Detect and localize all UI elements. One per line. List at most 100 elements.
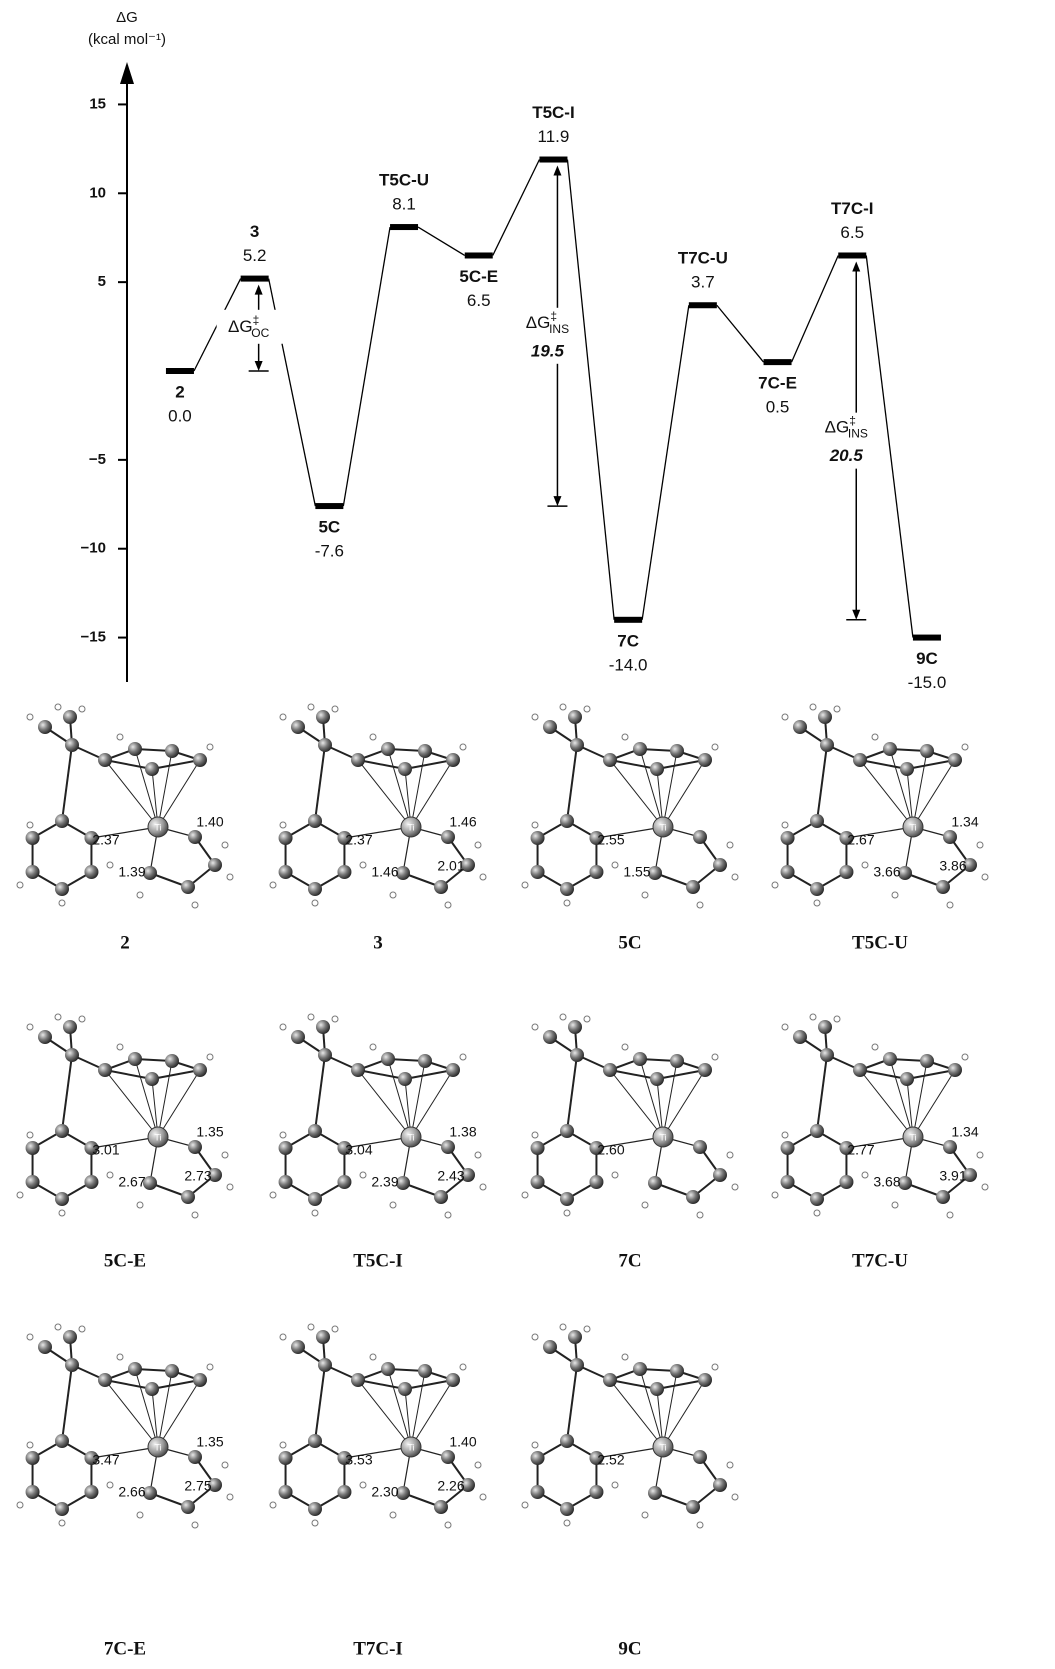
distance-label: 1.34 [951,814,978,830]
carbon [55,814,69,828]
hydrogen [532,1024,538,1030]
carbon [603,1373,617,1387]
distance-label: 3.66 [873,864,900,880]
hydrogen [982,1184,988,1190]
structure-caption: 7C [618,1250,641,1271]
hydrogen [532,1132,538,1138]
carbon [818,1020,832,1034]
carbon [181,1190,195,1204]
carbon [434,1190,448,1204]
hydrogen [532,714,538,720]
hydrogen [117,1044,123,1050]
hydrogen [207,1054,213,1060]
carbon [560,814,574,828]
hydrogen [475,1152,481,1158]
structure-caption: T5C-I [353,1250,403,1271]
level-value: 0.0 [168,406,192,425]
distance-label: 1.46 [449,814,476,830]
carbon [351,753,365,767]
distance-label: 1.34 [951,1124,978,1140]
carbon [818,710,832,724]
structure: Ti2.60 [522,1014,738,1218]
level-value: 3.7 [691,273,715,292]
structure-caption: T7C-I [353,1638,403,1659]
carbon [418,1364,432,1378]
bond [358,760,405,769]
distance-label: 3.01 [92,1142,119,1158]
carbon [181,1500,195,1514]
y-tick-label: −5 [89,451,106,468]
carbon [181,880,195,894]
carbon [650,1382,664,1396]
carbon [839,1175,853,1189]
hydrogen [27,1024,33,1030]
arrow-head [553,496,561,506]
carbon [316,710,330,724]
metal-label: Ti [659,1442,666,1452]
bond [657,760,705,769]
hydrogen [560,704,566,710]
carbon [531,865,545,879]
carbon [568,1020,582,1034]
hydrogen [584,706,590,712]
structure-caption: 7C-E [104,1638,146,1659]
carbon [318,738,332,752]
structure: Ti3.532.301.402.26 [270,1324,486,1528]
carbon [434,880,448,894]
carbon [920,744,934,758]
bond [152,1380,200,1389]
carbon [948,1063,962,1077]
carbon [128,1362,142,1376]
hydrogen [622,1044,628,1050]
distance-label: 2.67 [847,832,874,848]
hydrogen [137,892,143,898]
energy-level [166,368,194,374]
carbon [441,830,455,844]
carbon [793,720,807,734]
hydrogen [532,822,538,828]
barrier-value: 20.5 [829,446,864,465]
bond [62,745,72,821]
distance-label: 3.86 [939,858,966,874]
hydrogen [227,874,233,880]
barrier-sub: INS [848,427,868,441]
level-name: 7C-E [758,374,797,393]
level-name: T7C-U [678,249,728,268]
carbon [900,1072,914,1086]
energy-level [838,252,866,258]
hydrogen [782,822,788,828]
carbon [308,1124,322,1138]
structure: Ti2.371.461.462.01 [270,704,486,908]
hydrogen [834,706,840,712]
bond [860,760,907,769]
level-name: T7C-I [831,199,874,218]
bond [817,745,827,821]
connector [567,160,614,620]
carbon [55,1434,69,1448]
level-value: -14.0 [609,655,648,674]
carbon [810,814,824,828]
hydrogen [697,902,703,908]
hydrogen [772,882,778,888]
hydrogen [17,1502,23,1508]
hydrogen [312,1210,318,1216]
structure-caption: T5C-U [852,932,908,953]
carbon [337,1485,351,1499]
carbon [84,1175,98,1189]
bond [405,1380,453,1389]
carbon [165,1364,179,1378]
carbon [38,1340,52,1354]
hydrogen [445,902,451,908]
hydrogen [227,1494,233,1500]
bond [405,1070,453,1079]
barrier-symbol: ΔG [825,418,850,437]
y-tick-label: −15 [81,629,106,646]
bond [860,1070,907,1079]
hydrogen [584,1326,590,1332]
hydrogen [192,902,198,908]
hydrogen [810,704,816,710]
hydrogen [27,822,33,828]
hydrogen [622,1354,628,1360]
energy-level [465,252,493,258]
carbon [670,1054,684,1068]
